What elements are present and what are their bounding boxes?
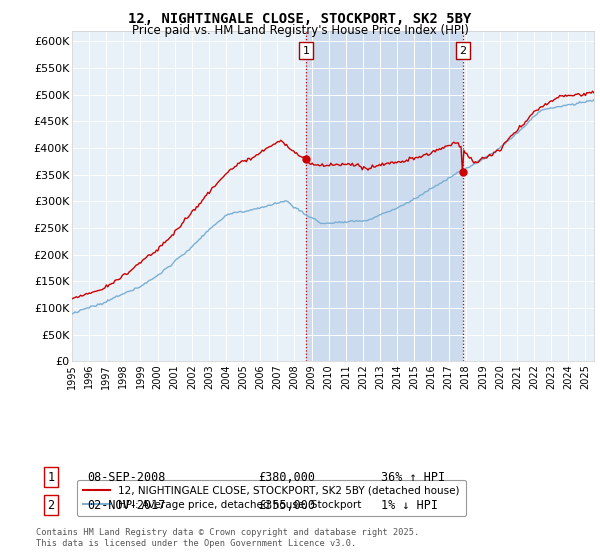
Bar (306, 31, 463, 361)
Text: 2: 2 (47, 498, 55, 512)
Text: 36% ↑ HPI: 36% ↑ HPI (381, 470, 445, 484)
Text: Contains HM Land Registry data © Crown copyright and database right 2025.
This d: Contains HM Land Registry data © Crown c… (36, 528, 419, 548)
Text: 2: 2 (459, 45, 466, 55)
Text: £380,000: £380,000 (258, 470, 315, 484)
Text: £355,000: £355,000 (258, 498, 315, 512)
Text: 1: 1 (302, 45, 310, 55)
Text: 1% ↓ HPI: 1% ↓ HPI (381, 498, 438, 512)
Text: 02-NOV-2017: 02-NOV-2017 (87, 498, 166, 512)
Text: Price paid vs. HM Land Registry's House Price Index (HPI): Price paid vs. HM Land Registry's House … (131, 24, 469, 36)
Text: 08-SEP-2008: 08-SEP-2008 (87, 470, 166, 484)
Text: 1: 1 (47, 470, 55, 484)
Legend: 12, NIGHTINGALE CLOSE, STOCKPORT, SK2 5BY (detached house), HPI: Average price, : 12, NIGHTINGALE CLOSE, STOCKPORT, SK2 5B… (77, 479, 466, 516)
Text: 12, NIGHTINGALE CLOSE, STOCKPORT, SK2 5BY: 12, NIGHTINGALE CLOSE, STOCKPORT, SK2 5B… (128, 12, 472, 26)
